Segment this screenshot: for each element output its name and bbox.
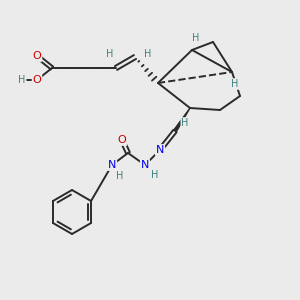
Text: O: O — [33, 75, 41, 85]
Text: N: N — [141, 160, 149, 170]
Text: H: H — [106, 49, 114, 59]
Text: H: H — [181, 118, 189, 128]
Text: O: O — [118, 135, 126, 145]
Text: H: H — [231, 79, 239, 89]
Text: H: H — [18, 75, 26, 85]
Text: H: H — [192, 33, 200, 43]
Text: H: H — [144, 49, 152, 59]
Polygon shape — [174, 108, 190, 132]
Text: N: N — [108, 160, 116, 170]
Text: H: H — [151, 170, 159, 180]
Text: O: O — [33, 51, 41, 61]
Text: H: H — [116, 171, 124, 181]
Text: N: N — [156, 145, 164, 155]
